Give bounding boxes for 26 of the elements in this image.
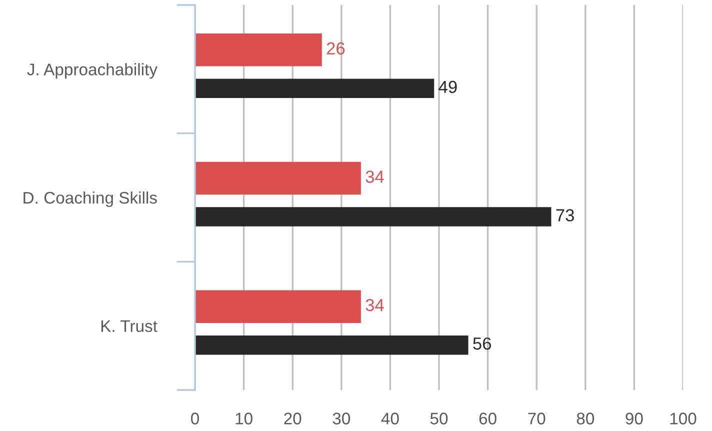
data-label: 26 xyxy=(326,42,345,55)
data-label: 34 xyxy=(366,298,384,312)
y-tick-label: J. Approachability xyxy=(27,63,158,79)
x-tick-label: 60 xyxy=(479,412,496,424)
x-tick-label: 20 xyxy=(284,412,302,424)
x-tick-label: 10 xyxy=(236,412,252,424)
data-label: 56 xyxy=(473,337,491,350)
bar xyxy=(195,34,322,66)
x-tick-label: 100 xyxy=(670,412,696,424)
x-tick-label: 80 xyxy=(576,412,594,424)
data-label: 73 xyxy=(556,209,574,222)
bar xyxy=(195,290,361,323)
x-tick-label: 40 xyxy=(381,412,399,424)
bar xyxy=(195,162,361,195)
x-tick-label: 90 xyxy=(626,412,643,424)
bar xyxy=(195,78,434,98)
data-label: 34 xyxy=(366,170,384,183)
y-tick-label: K. Trust xyxy=(101,320,158,332)
x-tick-label: 30 xyxy=(332,412,350,424)
bar xyxy=(195,335,468,355)
x-tick-label: 50 xyxy=(430,412,448,424)
y-tick-label: D. Coaching Skills xyxy=(24,191,157,207)
x-tick-label: 0 xyxy=(191,412,199,424)
data-label: 49 xyxy=(438,80,457,94)
bar xyxy=(195,207,552,226)
x-tick-label: 70 xyxy=(528,412,546,424)
